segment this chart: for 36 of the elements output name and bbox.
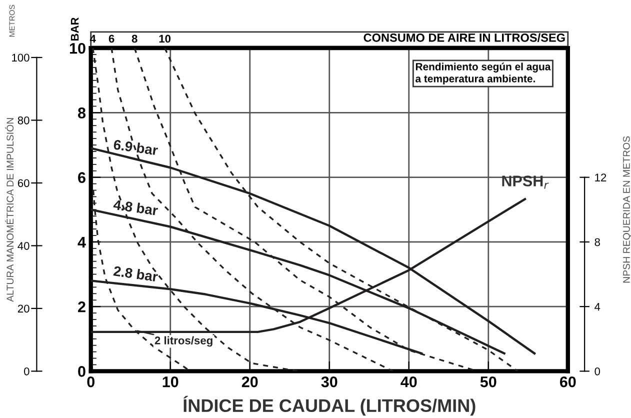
y-tick-label: 8 — [78, 108, 86, 118]
y3-tick-label: 60 — [18, 179, 30, 188]
y2-tick-label: 4 — [594, 302, 600, 311]
y-tick-label: 2 — [78, 301, 86, 312]
y-tick-label: 0 — [78, 366, 86, 377]
text: CONSUMO DE AIRE IN LITROS/SEG — [364, 33, 565, 42]
y2-tick-label: 0 — [594, 367, 600, 376]
text: 4.8 bar — [113, 199, 158, 216]
y2-tick-label: 8 — [594, 238, 600, 246]
y-tick-label: 6 — [78, 172, 86, 183]
x-tick-label: 0 — [87, 376, 94, 388]
series-label: 8 — [132, 34, 138, 43]
x-tick-label: 60 — [560, 376, 576, 388]
annotation: Rendimiento según el agua a temperatura ambiente. — [416, 62, 551, 84]
x-tick-label: 30 — [321, 376, 338, 388]
x-tick-label: 10 — [162, 376, 178, 388]
y3-tick-label: 0 — [24, 367, 30, 376]
y2-tick-label: 12 — [595, 174, 606, 182]
series-label: 2 litros/seg — [154, 336, 212, 347]
y-tick-label: 4 — [78, 236, 86, 248]
series-label: 6 — [108, 34, 114, 43]
y3-axis-title: ALTURA MANOMÉTRICA DE IMPULSIÓN — [5, 118, 14, 302]
y-axis-title: BAR — [70, 17, 79, 41]
x-tick-label: 40 — [400, 376, 417, 388]
text: 6.9 bar — [113, 139, 158, 156]
series-label: NPSH$_{r}$ — [502, 176, 549, 189]
x-tick-label: 50 — [480, 376, 496, 388]
series-label: 10 — [159, 34, 171, 43]
x-tick-label: 20 — [242, 376, 258, 388]
y-tick-label: 10 — [70, 42, 86, 54]
y3-tick-label: 100 — [12, 54, 30, 62]
text: 2.8 bar — [113, 266, 158, 282]
y3-tick-label: 80 — [18, 116, 30, 124]
y3-tick-label: 20 — [18, 304, 30, 313]
x-axis-title: ÍNDICE DE CAUDAL (LITROS/MIN) — [184, 396, 476, 416]
y3-tick-label: 40 — [18, 242, 30, 250]
